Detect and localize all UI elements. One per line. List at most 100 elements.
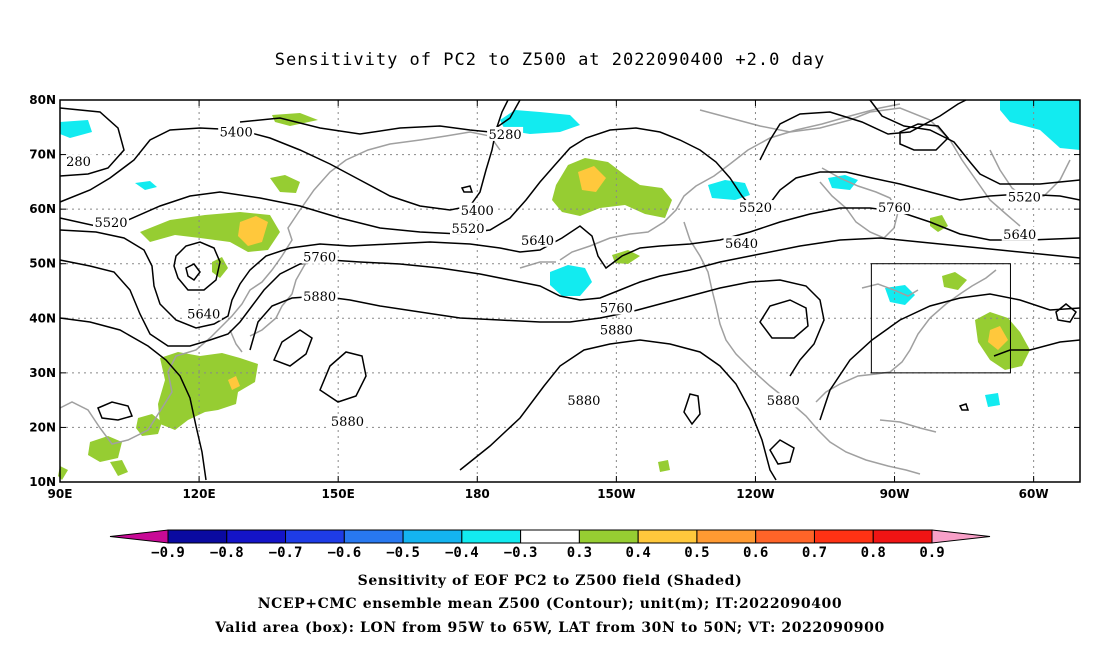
contour-label-bg [519,232,556,247]
contour-5640 [185,263,201,282]
shade-patch [612,250,640,264]
contour-label: 5880 [767,394,800,409]
colorbar-label: −0.8 [210,545,244,561]
lat-label: 20N [29,420,56,434]
caption-shading: Sensitivity of EOF PC2 to Z500 field (Sh… [357,573,743,589]
contour-label-bg [1006,189,1043,204]
colorbar-label: −0.9 [151,545,185,561]
contour-label-bg [450,220,486,235]
map-frame [59,99,1081,483]
coastline-arctic [699,107,1021,227]
contour-5640 [59,207,1081,329]
contour-label: 5760 [878,201,911,216]
shade-patch [136,414,162,436]
contour-label: 5760 [303,251,336,266]
contour-5520 [59,127,1081,235]
contour-label-bg [723,236,760,251]
colorbar-label: −0.6 [327,545,361,561]
z500-contours [59,99,1081,481]
colorbar-cell [813,529,874,544]
shade-patch [238,216,268,246]
shade-patch [578,166,606,192]
map-title: Sensitivity of PC2 to Z500 at 2022090400… [274,50,826,70]
contour-5760 [59,237,1081,347]
contour-label: 5880 [303,290,336,305]
contour-label: 5280 [489,128,522,143]
coastline-asia [59,131,501,445]
lat-label: 50N [29,257,56,271]
contour-5640 [173,241,221,291]
contour-label: 5880 [331,415,364,430]
longitude-labels: 90E 120E 150E 180 150W 120W 90W 60W [48,487,1049,501]
contour-label-bg [765,393,802,408]
valid-area-box [870,263,1011,374]
contour-label-bg [329,413,366,428]
contour-label: 5640 [521,234,554,249]
shade-patch [942,272,967,290]
contour-5280 [869,99,1081,185]
contour-label: 5880 [600,323,633,338]
contour-5880 [459,339,777,481]
contour-5880 [993,339,1081,357]
colorbar-cell [872,529,933,544]
shade-patch [228,376,240,390]
contour-5880 [319,351,367,403]
contour-5880 [819,293,1081,421]
shade-patch [985,393,1000,407]
lat-label: 70N [29,148,56,162]
colorbar-cell [461,529,522,544]
contour-5880 [272,329,313,367]
contour-label: 5520 [451,222,484,237]
colorbar-label: 0.5 [684,545,709,561]
contour-5880 [759,299,809,339]
contour-label: 280 [66,155,91,170]
contour-label-bg [185,306,222,321]
lon-label: 90W [880,487,910,501]
contour-label-bg [487,126,524,141]
contour-5880 [1055,303,1077,323]
contour-label: 5760 [600,301,633,316]
contour-5880 [59,317,207,481]
colorbar-label: −0.7 [269,545,303,561]
contour-5880 [683,393,701,426]
lat-label: 80N [29,93,56,107]
colorbar-cell [578,529,639,544]
contour-5880 [460,185,474,193]
colorbar-cell [696,529,757,544]
colorbar-cell [637,529,698,544]
shade-patch [828,175,858,190]
contour-label: 5400 [461,204,494,219]
contour-5880 [97,401,134,421]
colorbar-label: 0.3 [567,545,592,561]
colorbar-triangle-low [109,529,169,544]
lon-label: 150E [322,487,355,501]
latitude-labels: 80N 70N 60N 50N 40N 30N 20N 10N [29,93,56,489]
colorbar-cell [520,529,580,544]
colorbar-label: 0.8 [861,545,886,561]
lon-label: 120W [736,487,774,501]
contour-labels: 5400 5280 280 5400 5520 5520 5760 5520 5520 5640 5… [64,124,1043,430]
contour-label: 5880 [567,394,600,409]
shade-patch [270,175,300,193]
colorbar-label: −0.4 [445,545,479,561]
coastline-alaska [559,103,901,261]
shade-patch [272,113,318,126]
coastline-greatlakes [861,283,919,297]
lon-label: 60W [1019,487,1049,501]
contour-5280 [899,123,950,151]
colorbar-label: 0.7 [802,545,827,561]
caption-contour: NCEP+CMC ensemble mean Z500 (Contour); u… [257,596,843,612]
contour-5280 [59,107,125,177]
colorbar-cell [226,529,287,544]
contour-label: 5520 [1008,191,1041,206]
colorbar-labels: −0.9 −0.8 −0.7 −0.6 −0.5 −0.4 −0.3 0.3 0.4 0.5 0.6… [151,545,945,561]
coastline-gulf [815,269,997,403]
contour-label: 5520 [94,216,127,231]
colorbar-label: 0.4 [626,545,651,561]
caption-valid-area: Valid area (box): LON from 95W to 65W, L… [215,620,885,636]
colorbar-label: −0.3 [504,545,538,561]
colorbar-triangle-high [931,529,991,544]
coastline-korea [229,329,243,353]
shade-patch [1000,100,1080,150]
contour-5280 [239,99,521,135]
